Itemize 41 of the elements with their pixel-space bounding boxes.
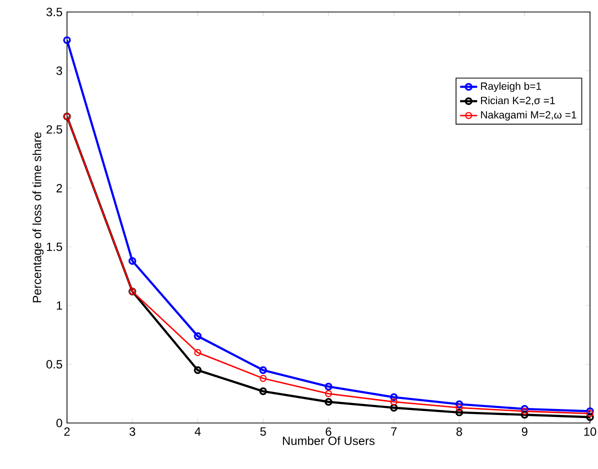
- point: [456, 404, 463, 412]
- point: [194, 366, 202, 374]
- x-tick-label: 4: [194, 427, 201, 436]
- point: [390, 398, 398, 406]
- y-tick-label: 0.5: [46, 360, 62, 369]
- x-tick-label: 3: [130, 427, 136, 436]
- x-tick-label: 8: [456, 427, 462, 436]
- x-tick-label: 5: [260, 427, 266, 436]
- y-tick-label: 1: [56, 301, 62, 310]
- x-tick-label: 6: [326, 427, 332, 436]
- point: [194, 348, 202, 356]
- y-tick-label: 0: [56, 418, 62, 428]
- y-axis-title: Percentage of loss of time share: [32, 132, 44, 302]
- x-tick-label: 9: [522, 427, 528, 436]
- point: [455, 408, 464, 416]
- y-tick-label: 2.5: [46, 125, 62, 134]
- point: [324, 390, 332, 398]
- y-tick-label: 3.5: [46, 8, 62, 16]
- y-tick-label: 3: [56, 66, 62, 75]
- point: [259, 366, 267, 374]
- x-tick-label: 2: [64, 427, 70, 436]
- point: [324, 398, 332, 406]
- point: [520, 405, 528, 413]
- point: [259, 387, 267, 396]
- point: [128, 257, 136, 265]
- point: [520, 410, 528, 419]
- point: [194, 332, 202, 340]
- point: [260, 374, 267, 382]
- point: [455, 400, 464, 408]
- y-tick-label: 1.5: [46, 242, 62, 252]
- x-tick-label: 7: [391, 427, 397, 436]
- x-axis-title: Number Of Users: [282, 436, 375, 446]
- legend-label: Rician K=2,σ =1: [481, 96, 555, 106]
- legend-label: Rayleigh b=1: [481, 82, 542, 92]
- point: [521, 408, 528, 415]
- point: [390, 393, 398, 402]
- point: [324, 382, 332, 390]
- point: [390, 404, 398, 412]
- x-tick-label: 10: [584, 427, 596, 436]
- y-tick-label: 2: [56, 184, 62, 192]
- legend-label: Nakagami M=2,ω =1: [481, 110, 576, 121]
